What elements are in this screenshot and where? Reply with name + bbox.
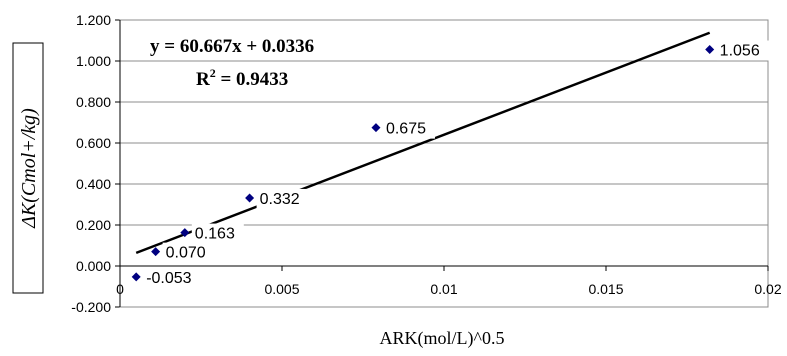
data-label-bg: [256, 188, 309, 209]
data-label: -0.053: [146, 270, 191, 287]
y-axis-title-box: ΔK(Cmol+/kg): [12, 42, 44, 294]
data-point: [245, 193, 255, 203]
x-axis-title: ARK(mol/L)^0.5: [380, 328, 505, 349]
tick-labels: -0.200 0.000 0.200 0.400 0.600 0.800 1.000 1.20…: [71, 12, 782, 315]
r-squared: R2 = 0.9433: [196, 66, 288, 90]
data-label-bg: [143, 267, 205, 288]
y-tick-label: 0.800: [76, 94, 111, 110]
data-label: 0.163: [195, 226, 235, 243]
data-label-bg: [162, 242, 215, 263]
data-label: 1.056: [720, 43, 760, 60]
trendline-equation: y = 60.667x + 0.0336: [150, 36, 314, 57]
data-points: [131, 45, 715, 282]
x-tick-label: 0.005: [264, 281, 299, 297]
x-tick-label: 0.02: [754, 281, 781, 297]
data-point: [131, 272, 141, 282]
data-label-bg: [191, 223, 244, 244]
data-labels: -0.053 0.070 0.163 0.332 0.675 1.056: [143, 40, 769, 288]
data-label-bg: [716, 40, 769, 61]
y-tick-label: 0.200: [76, 217, 111, 233]
data-label: 0.675: [386, 121, 426, 138]
y-tick-label: 0.000: [76, 258, 111, 274]
data-label: 0.332: [260, 191, 300, 208]
data-point: [371, 123, 381, 133]
y-tick-label: 1.000: [76, 53, 111, 69]
y-tick-label: 1.200: [76, 12, 111, 28]
trendline: [135, 31, 711, 255]
y-axis-title: ΔK(Cmol+/kg): [18, 108, 40, 229]
data-point: [151, 247, 161, 257]
plot-border: [119, 19, 769, 308]
x-tick-label: 0.01: [430, 281, 457, 297]
data-label: 0.070: [166, 245, 206, 262]
data-point: [705, 45, 715, 55]
gridlines: [120, 19, 768, 308]
y-tick-label: -0.200: [71, 299, 111, 315]
y-tick-label: 0.600: [76, 135, 111, 151]
data-label-bg: [382, 118, 435, 139]
x-tick-label: 0: [116, 281, 124, 297]
trendline-path: [135, 31, 711, 255]
axes: [115, 19, 769, 308]
y-tick-label: 0.400: [76, 176, 111, 192]
x-tick-label: 0.015: [588, 281, 623, 297]
data-point: [180, 228, 190, 238]
